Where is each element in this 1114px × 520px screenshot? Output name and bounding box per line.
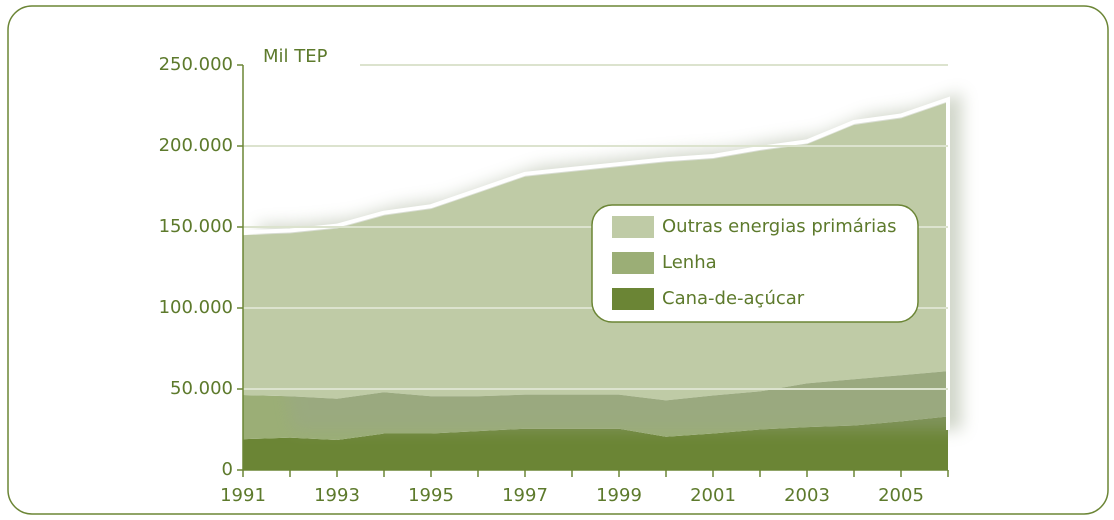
- legend-box: [591, 204, 919, 323]
- y-tick-label: 150.000: [159, 216, 233, 237]
- y-axis-label: Mil TEP: [263, 46, 328, 67]
- x-tick-label: 1997: [502, 485, 548, 506]
- y-tick-label: 0: [222, 459, 233, 480]
- total-line: [242, 96, 950, 430]
- x-tick-label: 1995: [408, 485, 454, 506]
- x-tick-label: 2003: [784, 485, 830, 506]
- x-tick-label: 1991: [220, 485, 266, 506]
- x-tick-label: 1993: [314, 485, 360, 506]
- legend-swatch: [612, 216, 654, 238]
- legend-swatch: [612, 288, 654, 310]
- x-tick-label: 2001: [690, 485, 736, 506]
- x-tick-label: 1999: [596, 485, 642, 506]
- legend-label: Lenha: [662, 252, 717, 273]
- legend-label: Cana-de-açúcar: [662, 288, 805, 309]
- legend-label: Outras energias primárias: [662, 216, 897, 237]
- legend-swatch: [612, 252, 654, 274]
- y-tick-label: 100.000: [159, 297, 233, 318]
- y-tick-label: 200.000: [159, 135, 233, 156]
- y-tick-label: 250.000: [159, 54, 233, 75]
- y-tick-label: 50.000: [170, 378, 233, 399]
- x-tick-label: 2005: [878, 485, 924, 506]
